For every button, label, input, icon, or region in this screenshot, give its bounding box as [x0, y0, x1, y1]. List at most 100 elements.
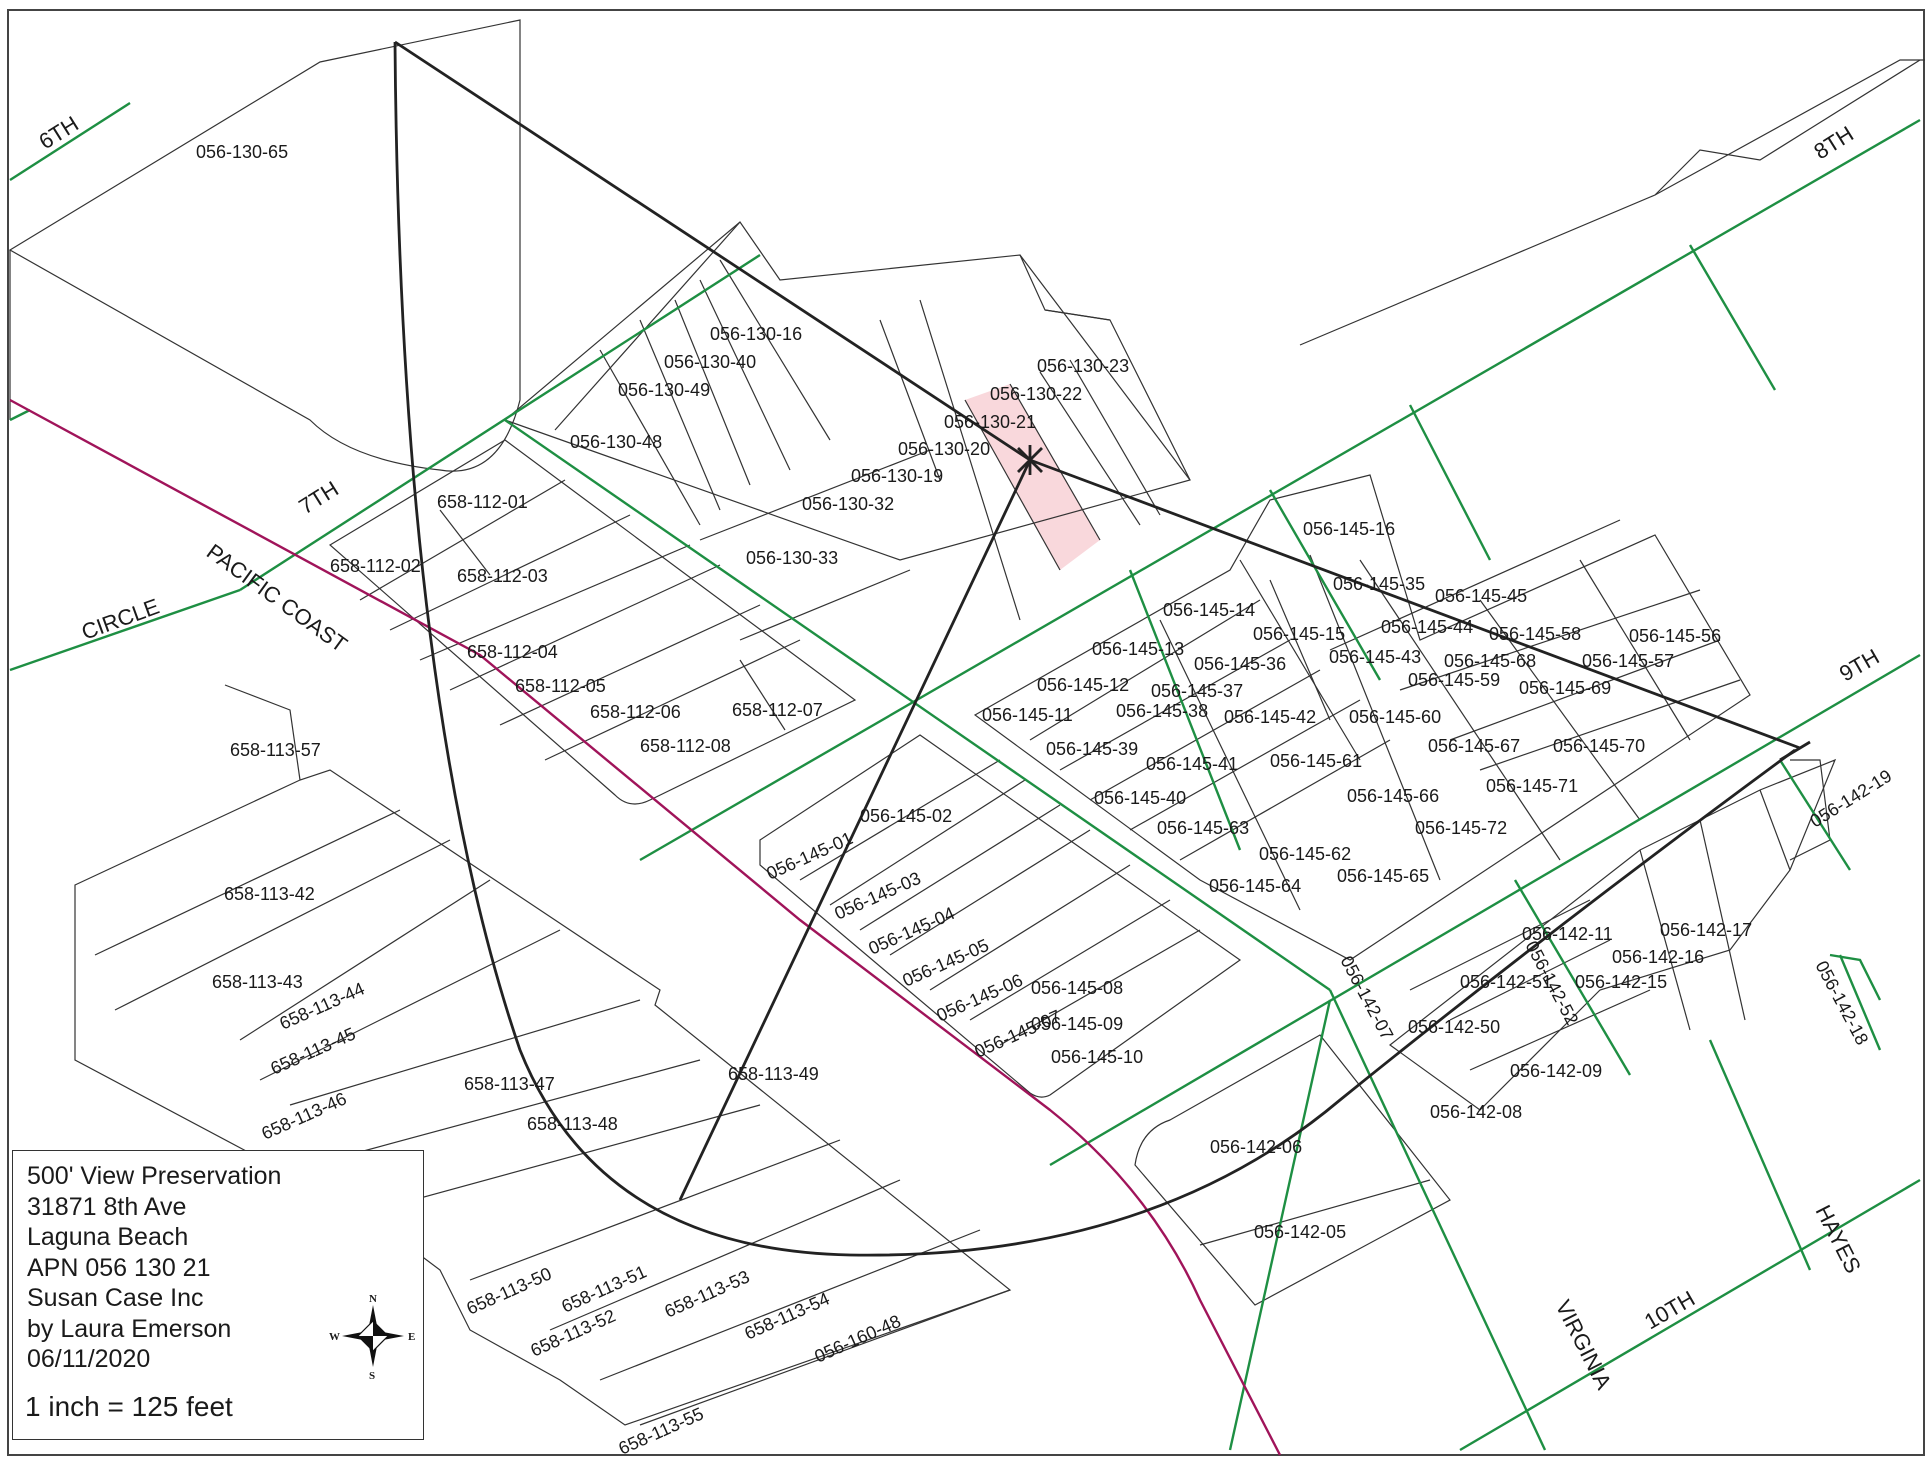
parcel-label: 658-113-46 [258, 1088, 349, 1143]
parcel-label: 056-130-48 [570, 432, 662, 452]
parcel-label: 056-130-23 [1037, 356, 1129, 376]
parcel-label: 658-113-42 [224, 884, 315, 904]
compass-rose-icon: N S W E [329, 1293, 415, 1381]
parcel-label: 056-145-71 [1486, 776, 1578, 796]
parcel-label: 658-112-05 [515, 676, 606, 696]
parcel-label: 056-130-65 [196, 142, 288, 162]
parcel-labels: 056-130-65 056-130-16 056-130-40 056-130… [196, 142, 1895, 1459]
compass-s: S [369, 1370, 375, 1381]
parcel-label: 056-142-50 [1408, 1017, 1500, 1037]
parcel-label: 056-142-11 [1522, 924, 1613, 944]
legend-scale: 1 inch = 125 feet [25, 1391, 233, 1422]
legend-city: Laguna Beach [27, 1223, 189, 1251]
parcel-label: 056-145-38 [1116, 701, 1208, 721]
parcel-label: 056-145-37 [1151, 681, 1243, 701]
parcel-label: 056-145-58 [1489, 624, 1581, 644]
parcel-label: 056-145-09 [1031, 1014, 1123, 1034]
parcel-label: 056-130-49 [618, 380, 710, 400]
parcel-label: 056-145-63 [1157, 818, 1249, 838]
parcel-label: 056-145-42 [1224, 707, 1316, 727]
parcel-label: 056-142-08 [1430, 1102, 1522, 1122]
parcel-label: 056-145-70 [1553, 736, 1645, 756]
parcel-label: 658-113-43 [212, 972, 303, 992]
parcel-label: 056-142-16 [1612, 947, 1704, 967]
parcel-label: 056-142-18 [1811, 957, 1872, 1048]
parcel-label: 056-142-05 [1254, 1222, 1346, 1242]
parcel-label: 056-145-45 [1435, 586, 1527, 606]
parcel-label: 658-112-02 [330, 556, 421, 576]
parcel-label: 056-142-17 [1660, 920, 1752, 940]
parcel-label: 056-142-09 [1510, 1061, 1602, 1081]
parcel-label: 658-113-47 [464, 1074, 555, 1094]
parcel-label: 056-130-20 [898, 439, 990, 459]
view-preservation-lines [393, 40, 1811, 1257]
parcel-label: 056-145-64 [1209, 876, 1301, 896]
parcel-label: 056-145-68 [1444, 651, 1536, 671]
parcel-label: 056-130-22 [990, 384, 1082, 404]
parcel-label: 056-145-14 [1163, 600, 1255, 620]
parcel-label: 056-145-69 [1519, 678, 1611, 698]
parcel-label: 056-145-12 [1037, 675, 1129, 695]
parcel-label: 658-113-49 [728, 1064, 819, 1084]
parcel-label: 056-145-11 [982, 705, 1073, 725]
parcel-label: 056-145-41 [1146, 754, 1238, 774]
parcel-label: 056-130-19 [851, 466, 943, 486]
parcel-label: 056-145-05 [899, 935, 991, 991]
legend-company: Susan Case Inc [27, 1284, 204, 1312]
legend-title: 500' View Preservation [27, 1162, 282, 1190]
parcel-label: 056-142-51 [1460, 972, 1552, 992]
legend-address: 31871 8th Ave [27, 1192, 187, 1221]
parcel-label: 056-145-10 [1051, 1047, 1143, 1067]
compass-w: W [329, 1331, 340, 1343]
parcel-label: 056-145-56 [1629, 626, 1721, 646]
parcel-label: 658-112-03 [457, 566, 548, 586]
parcel-label: 056-145-35 [1333, 574, 1425, 594]
parcel-label: 056-145-16 [1303, 519, 1395, 539]
parcel-label: 056-145-72 [1415, 818, 1507, 838]
parcel-label: 658-112-08 [640, 736, 731, 756]
parcel-label: 056-145-02 [860, 806, 952, 826]
parcel-label: 658-113-45 [267, 1023, 358, 1078]
parcel-label: 056-145-04 [865, 903, 957, 959]
parcel-label: 658-113-53 [661, 1266, 752, 1321]
parcel-label: 056-130-40 [664, 352, 756, 372]
parcel-label: 056-130-16 [710, 324, 802, 344]
parcel-label: 056-130-21 [944, 412, 1036, 432]
compass-e: E [408, 1331, 415, 1343]
legend-date: 06/11/2020 [27, 1345, 151, 1373]
parcel-label: 056-145-39 [1046, 739, 1138, 759]
parcel-label: 056-142-15 [1575, 972, 1667, 992]
parcel-label: 056-160-48 [811, 1311, 903, 1367]
legend-author: by Laura Emerson [27, 1314, 232, 1343]
parcel-label: 056-145-66 [1347, 786, 1439, 806]
parcel-label: 056-145-44 [1381, 617, 1473, 637]
street-label-virginia: VIRGINIA [1551, 1296, 1617, 1394]
parcel-label: 056-145-40 [1094, 788, 1186, 808]
parcel-label: 056-145-08 [1031, 978, 1123, 998]
parcel-label: 056-145-36 [1194, 654, 1286, 674]
street-label-8th: 8TH [1809, 121, 1857, 164]
parcel-label: 658-113-48 [527, 1114, 618, 1134]
pacific-coast-highway-line [9, 398, 1282, 1456]
street-label-circle: CIRCLE [78, 594, 162, 645]
parcel-label: 658-112-07 [732, 700, 823, 720]
parcel-label: 056-145-13 [1092, 639, 1184, 659]
parcel-label: 056-145-06 [933, 970, 1025, 1026]
parcel-label: 658-113-57 [230, 740, 321, 760]
parcel-label: 658-112-01 [437, 492, 528, 512]
parcel-label: 056-145-60 [1349, 707, 1441, 727]
legend-apn: APN 056 130 21 [27, 1253, 211, 1282]
street-lines [9, 101, 1921, 1452]
parcel-label: 056-145-59 [1408, 670, 1500, 690]
subject-parcel [965, 384, 1100, 570]
parcel-label: 056-145-65 [1337, 866, 1429, 886]
parcel-label: 658-112-06 [590, 702, 681, 722]
parcel-label: 056-145-57 [1582, 651, 1674, 671]
parcel-label: 056-145-15 [1253, 624, 1345, 644]
parcel-label: 056-145-61 [1270, 751, 1362, 771]
parcel-label: 056-145-67 [1428, 736, 1520, 756]
parcel-label: 658-112-04 [467, 642, 558, 662]
parcel-label: 056-142-06 [1210, 1137, 1302, 1157]
parcel-label: 056-130-33 [746, 548, 838, 568]
